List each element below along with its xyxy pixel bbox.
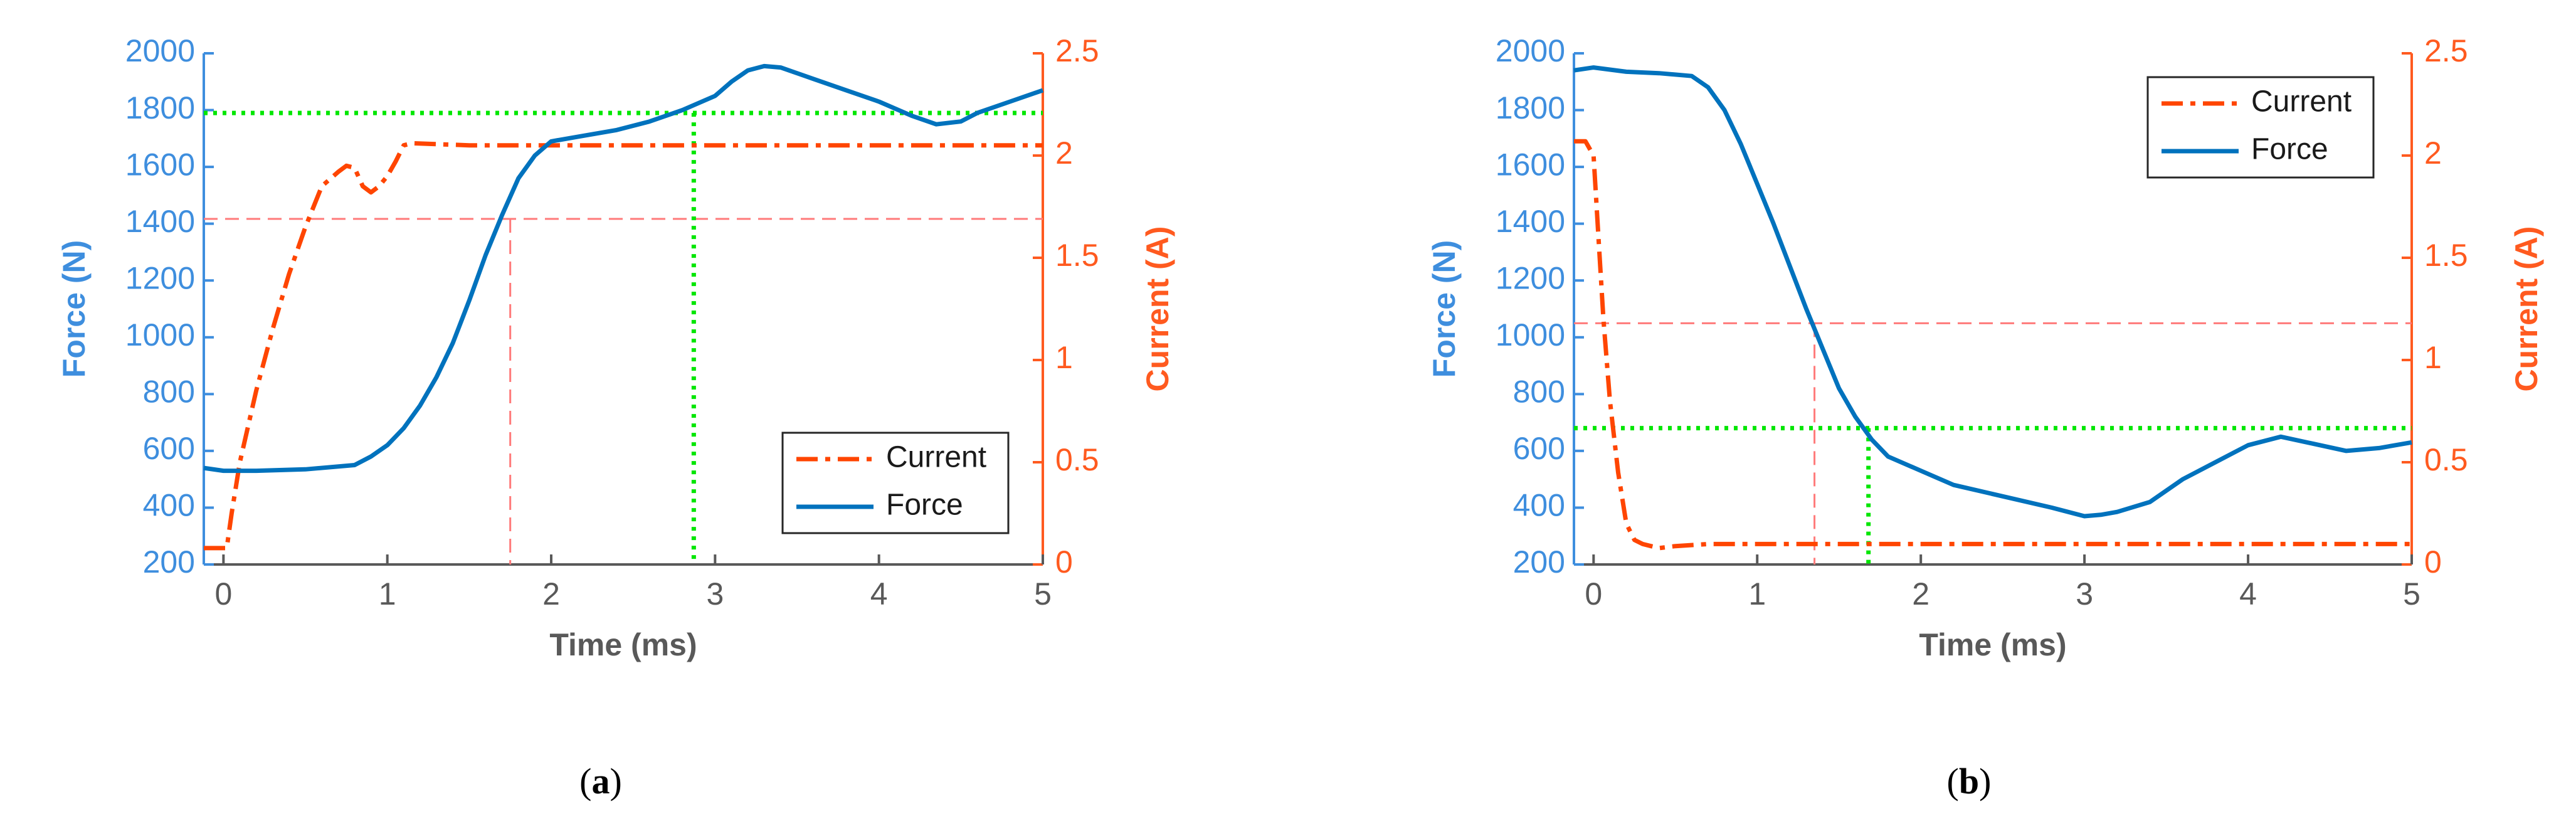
left-tick-label: 1800 (1496, 90, 1565, 125)
right-tick-label: 2 (1055, 135, 1073, 171)
x-tick-label: 1 (1748, 576, 1766, 612)
legend-entry-current: Current (886, 441, 986, 474)
right-axis-label: Current (A) (2509, 226, 2544, 392)
x-tick-label: 4 (2239, 576, 2257, 612)
x-tick-label: 3 (706, 576, 724, 612)
x-axis-label: Time (ms) (549, 627, 697, 662)
left-axis-label: Force (N) (56, 240, 92, 378)
x-tick-label: 1 (379, 576, 396, 612)
left-tick-label: 1200 (1496, 260, 1565, 295)
panel-label-b: (b) (1947, 761, 1992, 802)
x-tick-label: 2 (1912, 576, 1929, 612)
right-tick-label: 2 (2424, 135, 2442, 171)
left-tick-label: 1400 (125, 204, 195, 239)
right-tick-label: 0 (2424, 544, 2442, 580)
left-tick-label: 200 (143, 544, 195, 580)
force-series-line (1573, 65, 2412, 519)
left-tick-label: 1600 (1496, 147, 1565, 182)
current-series-line (204, 140, 1043, 551)
left-tick-label: 600 (143, 431, 195, 466)
left-tick-label: 400 (1513, 488, 1565, 523)
x-tick-label: 4 (870, 576, 888, 612)
left-tick-label: 200 (1513, 544, 1565, 580)
right-tick-label: 1.5 (1055, 238, 1099, 273)
right-tick-label: 1 (2424, 340, 2442, 375)
right-tick-label: 2.5 (2424, 33, 2468, 68)
left-tick-label: 1400 (1496, 204, 1565, 239)
legend-entry-current: Current (2251, 85, 2352, 119)
left-tick-label: 1600 (125, 147, 195, 182)
chart-panel-b: 200 400 600 800 1000 1200 1400 1600 1800 2000 0 0.5… (1427, 33, 2544, 662)
legend-entry-force: Force (886, 489, 963, 522)
chart-panel-a: 200 400 600 800 1000 1200 1400 1600 1800 2000 0 0.5… (56, 33, 1175, 662)
x-axis-label: Time (ms) (1919, 627, 2066, 662)
left-tick-label: 1800 (125, 90, 195, 125)
current-series-line (1574, 139, 2412, 551)
left-tick-label: 800 (143, 374, 195, 410)
legend-box (781, 432, 1010, 534)
right-tick-label: 1 (1055, 340, 1073, 375)
legend-entry-force: Force (2251, 133, 2328, 166)
right-tick-label: 2.5 (1055, 33, 1099, 68)
left-tick-label: 800 (1513, 374, 1565, 410)
left-axis-label: Force (N) (1427, 240, 1462, 378)
force-series-line (203, 63, 1044, 474)
legend-box (2146, 76, 2375, 179)
right-tick-label: 1.5 (2424, 238, 2468, 273)
panel-label-a: (a) (579, 761, 622, 802)
left-tick-label: 1200 (125, 260, 195, 295)
x-tick-label: 5 (1034, 576, 1052, 612)
left-tick-label: 2000 (1496, 33, 1565, 68)
x-tick-label: 0 (1585, 576, 1602, 612)
x-tick-label: 0 (214, 576, 232, 612)
right-tick-label: 0 (1055, 544, 1073, 580)
left-tick-label: 2000 (125, 33, 195, 68)
left-tick-label: 1000 (1496, 317, 1565, 352)
left-tick-label: 1000 (125, 317, 195, 352)
left-tick-label: 600 (1513, 431, 1565, 466)
x-tick-label: 3 (2076, 576, 2093, 612)
x-tick-label: 5 (2403, 576, 2420, 612)
right-tick-label: 0.5 (1055, 442, 1099, 477)
right-axis-label: Current (A) (1140, 226, 1175, 392)
x-tick-label: 2 (542, 576, 560, 612)
right-tick-label: 0.5 (2424, 442, 2468, 477)
left-tick-label: 400 (143, 488, 195, 523)
